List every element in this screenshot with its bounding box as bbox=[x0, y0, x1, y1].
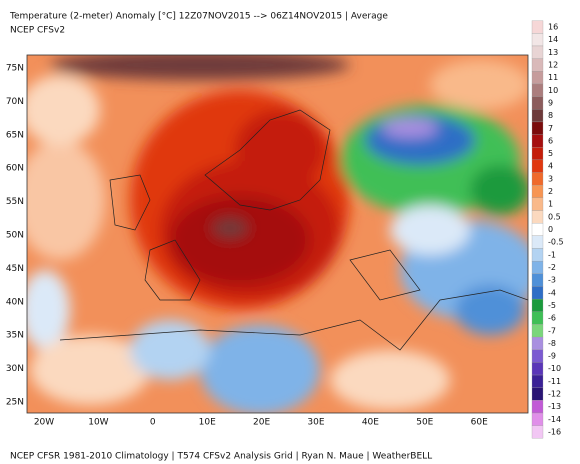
colorbar-label: -8 bbox=[548, 339, 556, 348]
colorbar-label: 5 bbox=[548, 149, 553, 158]
colorbar-label: -12 bbox=[548, 390, 561, 399]
colorbar-label: -7 bbox=[548, 326, 556, 335]
colorbar-label: -0.5 bbox=[548, 238, 564, 247]
latitude-label: 60N bbox=[6, 164, 24, 174]
longitude-label: 60E bbox=[471, 418, 488, 428]
colorbar-label: -6 bbox=[548, 314, 556, 323]
colorbar-cell bbox=[531, 33, 544, 47]
longitude-label: 10W bbox=[88, 418, 108, 428]
colorbar-label: 1 bbox=[548, 200, 553, 209]
latitude-label: 70N bbox=[6, 97, 24, 107]
colorbar-label: 4 bbox=[548, 162, 553, 171]
colorbar-cell bbox=[531, 248, 544, 262]
colorbar-cell bbox=[531, 83, 544, 97]
latitude-label: 75N bbox=[6, 64, 24, 74]
colorbar-label: -13 bbox=[548, 402, 561, 411]
colorbar-cell bbox=[531, 210, 544, 224]
colorbar: 16 14 13 12 11 10 9 8 7 6 5 4 3 2 1 0.5 0 -0.5 -1 -2 -3 -4 -5 -… bbox=[531, 20, 564, 439]
colorbar-cell bbox=[531, 412, 544, 426]
colorbar-label: 8 bbox=[548, 111, 553, 120]
subtitle: NCEP CFSv2 bbox=[10, 26, 65, 36]
longitude-label: 20W bbox=[34, 418, 54, 428]
colorbar-cell bbox=[531, 185, 544, 199]
colorbar-cell bbox=[531, 121, 544, 135]
colorbar-label: 2 bbox=[548, 187, 553, 196]
latitude-label: 40N bbox=[6, 297, 24, 307]
colorbar-cell bbox=[531, 147, 544, 161]
anomaly-field bbox=[27, 55, 528, 413]
longitude-label: 30E bbox=[307, 418, 324, 428]
map-frame bbox=[26, 54, 529, 414]
colorbar-cell bbox=[531, 336, 544, 350]
colorbar-cell bbox=[531, 387, 544, 401]
colorbar-cell bbox=[531, 109, 544, 123]
latitude-label: 30N bbox=[6, 364, 24, 374]
colorbar-cell bbox=[531, 223, 544, 236]
colorbar-label: 11 bbox=[548, 73, 558, 82]
colorbar-cell bbox=[531, 134, 544, 148]
latitude-label: 50N bbox=[6, 231, 24, 241]
colorbar-cell bbox=[531, 71, 544, 85]
colorbar-cell bbox=[531, 400, 544, 414]
colorbar-label: 16 bbox=[548, 23, 558, 32]
colorbar-label: 0 bbox=[548, 225, 553, 234]
colorbar-label: -14 bbox=[548, 415, 561, 424]
colorbar-label: 14 bbox=[548, 35, 558, 44]
latitude-label: 25N bbox=[6, 398, 24, 408]
longitude-label: 40E bbox=[362, 418, 379, 428]
colorbar-label: -3 bbox=[548, 276, 556, 285]
colorbar-cell bbox=[531, 197, 544, 211]
colorbar-cell bbox=[531, 362, 544, 376]
footer: NCEP CFSR 1981-2010 Climatology | T574 C… bbox=[10, 452, 432, 462]
latitude-label: 55N bbox=[6, 197, 24, 207]
colorbar-cell bbox=[531, 20, 544, 34]
longitude-label: 0 bbox=[150, 418, 156, 428]
colorbar-label: -16 bbox=[548, 428, 561, 437]
colorbar-cell bbox=[531, 58, 544, 72]
colorbar-cell bbox=[531, 172, 544, 186]
colorbar-label: 6 bbox=[548, 136, 553, 145]
colorbar-label: 7 bbox=[548, 124, 553, 133]
longitude-labels: 20W 10W 0 10E 20E 30E 40E 50E 60E bbox=[34, 418, 488, 428]
colorbar-label: 3 bbox=[548, 174, 553, 183]
colorbar-label: -2 bbox=[548, 263, 556, 272]
latitude-labels: 75N 70N 65N 60N 55N 50N 45N 40N 35N 30N 25N bbox=[6, 64, 24, 408]
colorbar-cell bbox=[531, 425, 544, 439]
colorbar-cell bbox=[531, 324, 544, 338]
longitude-label: 50E bbox=[416, 418, 433, 428]
colorbar-label: 9 bbox=[548, 98, 553, 107]
colorbar-cell bbox=[531, 349, 544, 363]
latitude-label: 35N bbox=[6, 331, 24, 341]
colorbar-cell bbox=[531, 286, 544, 300]
colorbar-cell bbox=[531, 374, 544, 388]
colorbar-cell bbox=[531, 159, 544, 173]
colorbar-label: -11 bbox=[548, 377, 561, 386]
colorbar-cell bbox=[531, 311, 544, 325]
colorbar-cell bbox=[531, 260, 544, 274]
colorbar-cell bbox=[531, 298, 544, 312]
colorbar-label: -5 bbox=[548, 301, 556, 310]
colorbar-cell bbox=[531, 45, 544, 59]
latitude-label: 65N bbox=[6, 130, 24, 140]
longitude-label: 10E bbox=[199, 418, 216, 428]
colorbar-label: 13 bbox=[548, 48, 558, 57]
colorbar-label: -4 bbox=[548, 288, 556, 297]
colorbar-cell bbox=[531, 235, 544, 249]
colorbar-cell bbox=[531, 96, 544, 110]
title: Temperature (2-meter) Anomaly [°C] 12Z07… bbox=[9, 12, 388, 22]
colorbar-label: -9 bbox=[548, 352, 556, 361]
longitude-label: 20E bbox=[253, 418, 270, 428]
colorbar-label: -10 bbox=[548, 364, 561, 373]
colorbar-label: 0.5 bbox=[548, 212, 561, 221]
colorbar-label: 12 bbox=[548, 60, 558, 69]
colorbar-label: -1 bbox=[548, 250, 556, 259]
colorbar-cell bbox=[531, 273, 544, 287]
colorbar-label: 10 bbox=[548, 86, 558, 95]
latitude-label: 45N bbox=[6, 264, 24, 274]
